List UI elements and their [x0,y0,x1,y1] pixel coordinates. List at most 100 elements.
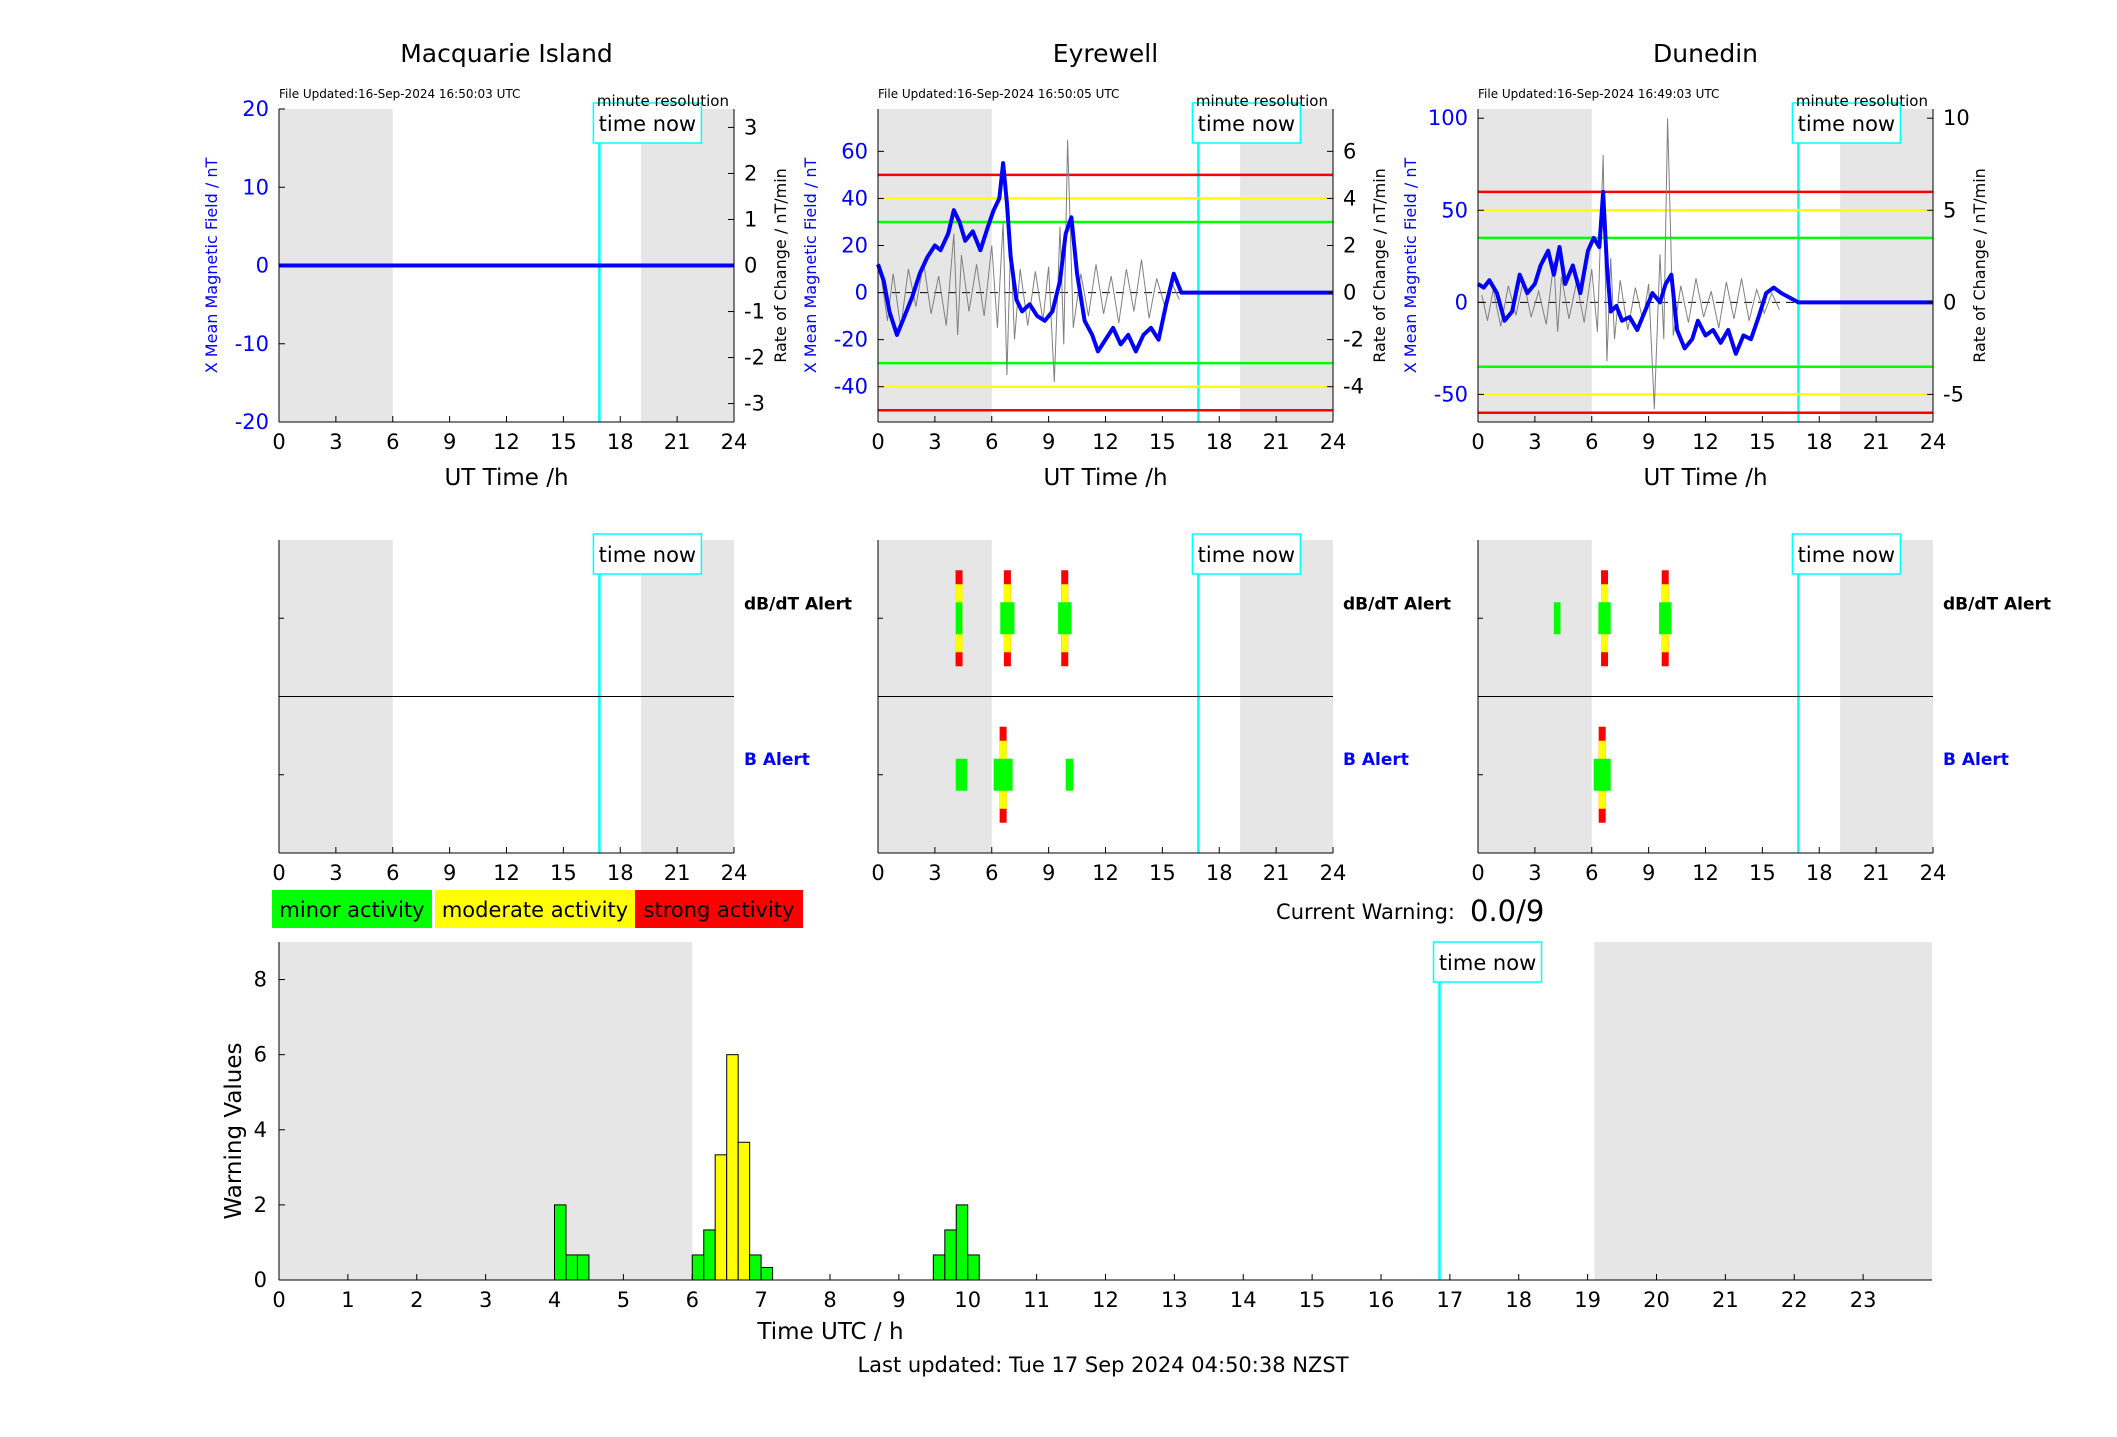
x-tick-label: 6 [386,430,399,454]
warning-bar [944,1229,957,1281]
x-tick-label: 21 [1263,430,1290,454]
y-tick-label: 8 [254,968,267,992]
current-warning-label: Current Warning: [1276,900,1455,924]
file-updated-note: File Updated:16-Sep-2024 16:50:03 UTC [279,87,520,101]
y-tick-label: 50 [1441,198,1468,222]
legend-label-strong: strong activity [644,898,795,922]
x-tick-label: 18 [1806,861,1833,885]
x-tick-label: 15 [550,861,577,885]
x-tick-label: 7 [754,1288,767,1312]
b-alert-label: B Alert [744,750,810,770]
b-alert-label: B Alert [1943,750,2009,770]
x-tick-label: 15 [1749,430,1776,454]
y2-tick-label: 5 [1943,198,1956,222]
x-tick-label: 6 [985,861,998,885]
warning-bar [714,1154,728,1281]
panel-title: Eyrewell [1053,39,1158,68]
y2-tick-label: 1 [744,207,757,231]
resolution-note: minute resolution [597,92,729,110]
alert-panel-3: time now 0 3 6 9 12 15 18 21 24 dB/dT Alert B Alert [1471,533,2051,885]
y-tick-label: 20 [841,233,868,257]
y2-tick-label: -3 [744,392,765,416]
x-tick-label: 18 [1206,430,1233,454]
x-tick-label: 6 [1585,430,1598,454]
x-tick-label: 21 [1712,1288,1739,1312]
y-tick-label: 60 [841,139,868,163]
x-tick-label: 10 [954,1288,981,1312]
x-tick-label: 21 [1263,861,1290,885]
x-tick-label: 24 [1920,430,1947,454]
time-now-box [592,533,703,575]
x-tick-label: 21 [1863,861,1890,885]
panel-title: Macquarie Island [400,39,613,68]
y2-tick-label: 6 [1343,139,1356,163]
time-now-box [1191,102,1302,144]
warning-bar [554,1204,567,1281]
x-tick-label: 12 [1692,861,1719,885]
x-tick-label: 22 [1781,1288,1808,1312]
y2-tick-label: 0 [1343,281,1356,305]
y-tick-label: 4 [254,1118,267,1142]
x-tick-label: 24 [721,861,748,885]
x-tick-label: 11 [1023,1288,1050,1312]
y-tick-label: 20 [242,97,269,121]
legend-swatch-moderate [435,890,635,928]
file-updated-note: File Updated:16-Sep-2024 16:49:03 UTC [1478,87,1719,101]
x-tick-label: 6 [1585,861,1598,885]
x-tick-label: 17 [1437,1288,1464,1312]
x-tick-label: 12 [1092,430,1119,454]
y-tick-label: -20 [834,328,868,352]
x-tick-label: 20 [1643,1288,1670,1312]
x-tick-label: 0 [871,861,884,885]
night-shading [878,109,992,422]
dbdt-alert-label: dB/dT Alert [744,594,852,614]
x-axis-label: UT Time /h [1043,465,1167,491]
x-tick-label: 16 [1368,1288,1395,1312]
x-tick-label: 3 [329,430,342,454]
resolution-note: minute resolution [1796,92,1928,110]
x-tick-label: 24 [1920,861,1947,885]
y2-tick-label: 4 [1343,186,1356,210]
x-tick-label: 0 [871,430,884,454]
x-tick-label: 15 [1299,1288,1326,1312]
activity-legend: minor activity moderate activity strong … [272,890,803,928]
legend-swatch-strong [635,890,803,928]
alert-minor [1065,758,1074,791]
x-tick-label: 24 [1320,861,1347,885]
time-now-label: time now [1798,543,1895,567]
x-tick-label: 1 [341,1288,354,1312]
dbdt-alert-label: dB/dT Alert [1943,594,2051,614]
y2-axis-label: Rate of Change / nT/min [771,168,790,363]
x-tick-label: 9 [443,861,456,885]
x-tick-label: 4 [548,1288,561,1312]
time-now-label: time now [1198,112,1295,136]
x-tick-label: 19 [1574,1288,1601,1312]
warning-bar [967,1254,980,1281]
y2-tick-label: -2 [744,346,765,370]
x-tick-label: 5 [617,1288,630,1312]
x-tick-label: 12 [1092,861,1119,885]
alert-minor [1598,602,1611,635]
current-warning-value: 0.0/9 [1470,894,1544,928]
y-tick-label: -10 [235,332,269,356]
x-tick-label: 12 [493,861,520,885]
night-shading [1594,942,1932,1280]
x-tick-label: 24 [1320,430,1347,454]
alert-minor [1553,602,1561,635]
y-tick-label: -50 [1434,382,1468,406]
y-tick-label: -40 [834,375,868,399]
time-now-label: time now [1198,543,1295,567]
resolution-note: minute resolution [1196,92,1328,110]
time-now-box [592,102,703,144]
file-updated-note: File Updated:16-Sep-2024 16:50:05 UTC [878,87,1119,101]
y-axis-label: X Mean Magnetic Field / nT [202,158,221,374]
warning-bar [565,1254,578,1281]
legend-swatch-minor [272,890,432,928]
x-tick-label: 21 [664,861,691,885]
y2-tick-label: 2 [1343,233,1356,257]
x-tick-label: 0 [272,861,285,885]
x-tick-label: 18 [607,430,634,454]
